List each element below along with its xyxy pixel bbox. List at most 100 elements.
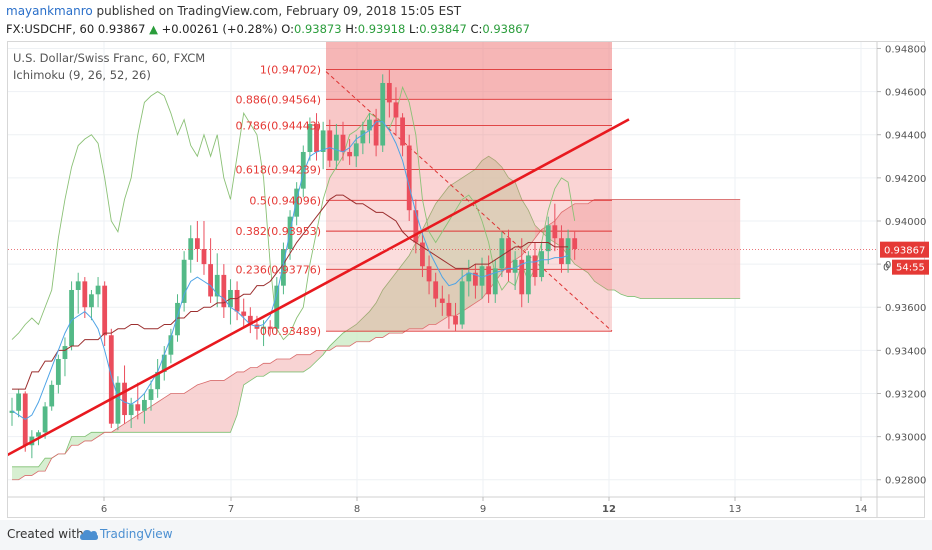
candle-body <box>380 82 386 146</box>
candle-body <box>506 238 511 273</box>
candle-body <box>122 382 127 416</box>
open-label: O: <box>281 22 294 36</box>
candle-body <box>201 249 207 265</box>
candle-body <box>314 123 319 152</box>
candle-body <box>353 143 359 157</box>
candle-body <box>333 134 339 161</box>
chart-legend-title[interactable]: U.S. Dollar/Swiss Franc, 60, FXCM <box>13 51 206 65</box>
candle-body <box>367 119 372 131</box>
y-tick-label: 0.94800 <box>885 44 926 55</box>
candle-body <box>267 326 273 329</box>
candle-body <box>519 259 525 295</box>
candle-body <box>261 326 266 329</box>
cloud-bearish <box>534 199 741 299</box>
candle-body <box>439 298 445 303</box>
author-link[interactable]: mayankmanro <box>6 4 93 18</box>
fib-level-label: 0.382(0.93953) <box>235 225 321 238</box>
candle-body <box>75 281 81 290</box>
last-price: 0.93867 <box>97 22 146 36</box>
candle-body <box>221 274 227 308</box>
candle-body <box>486 266 492 295</box>
candle-body <box>373 119 379 146</box>
last-price-badge-label: 0.93867 <box>884 246 925 257</box>
fib-trend-dashed <box>325 71 613 332</box>
ichimoku-lines <box>11 121 569 420</box>
chikou-span <box>11 85 576 341</box>
candle-body <box>142 399 147 411</box>
candle-body <box>108 335 114 424</box>
candle-body <box>161 354 167 372</box>
candle-body <box>16 393 22 411</box>
candle-body <box>214 274 220 297</box>
senkou-span-a <box>12 155 741 468</box>
candle-body <box>433 281 439 299</box>
fib-level-label: 0.236(0.93776) <box>235 263 321 276</box>
candle-body <box>300 151 306 189</box>
published-text: published on TradingView.com, February 0… <box>96 4 462 18</box>
low-label: L: <box>408 22 420 36</box>
x-tick-label: 14 <box>855 504 868 515</box>
candle-body <box>135 404 141 411</box>
candle-body <box>241 311 247 316</box>
candle-body <box>347 151 353 157</box>
fib-level-label: 0.786(0.94443) <box>235 119 321 132</box>
candle-body <box>360 130 366 144</box>
fib-level-label: 0(0.93489) <box>260 325 321 338</box>
candle-body <box>128 404 134 416</box>
candle-body <box>512 259 518 273</box>
change-up-icon: ▲ <box>149 22 158 36</box>
fib-band-top <box>326 42 612 70</box>
open-value: 0.93873 <box>293 22 342 36</box>
trend-line <box>8 118 630 457</box>
fib-level-label: 0.886(0.94564) <box>235 93 321 106</box>
x-tick-label: 8 <box>354 504 360 515</box>
candle-body <box>234 289 240 312</box>
candle-body <box>49 384 55 407</box>
candle-body <box>413 210 419 243</box>
candle-body <box>545 225 551 252</box>
candle-body <box>420 242 425 267</box>
symbol-header: FX:USDCHF, 60 0.93867 ▲ +0.00261 (+0.28%… <box>6 22 530 36</box>
candle-body <box>281 249 286 286</box>
cloud-bearish <box>111 346 330 433</box>
candle-body <box>274 285 280 329</box>
candle-body <box>9 410 15 413</box>
plot-area <box>8 42 877 497</box>
candle-body <box>208 264 213 297</box>
candle-body <box>525 255 531 295</box>
fib-level-label: 1(0.94702) <box>260 64 321 77</box>
publish-header: mayankmanro published on TradingView.com… <box>6 4 461 18</box>
footer-bar: Created with TradingView <box>0 520 932 550</box>
fib-band <box>326 69 612 100</box>
candle-body <box>188 238 194 260</box>
ichimoku-cloud <box>12 155 741 481</box>
candle-body <box>446 302 452 316</box>
tradingview-brand[interactable]: TradingView <box>100 527 173 541</box>
candle-body <box>95 285 101 295</box>
countdown-badge <box>892 259 929 275</box>
x-tick-label: 9 <box>480 504 486 515</box>
candle-body <box>572 238 578 250</box>
x-tick-label: 7 <box>228 504 234 515</box>
x-tick-label: 13 <box>729 504 742 515</box>
tradingview-cloud-icon[interactable] <box>80 528 98 541</box>
high-label: H: <box>345 22 358 36</box>
candle-body <box>499 238 505 269</box>
candle-body <box>194 238 200 250</box>
price-axis-fragment: 0 <box>883 263 889 274</box>
candle-body <box>340 134 346 152</box>
candle-body <box>539 251 544 278</box>
price-chart[interactable]: 1(0.94702) 0.886(0.94564) 0.786(0.94443) 0.… <box>0 0 932 520</box>
candle-body <box>459 281 465 325</box>
candle-body <box>320 130 326 152</box>
chart-legend-indicator[interactable]: Ichimoku (9, 26, 52, 26) <box>13 68 151 82</box>
chikou-group <box>11 85 576 341</box>
candle-body <box>181 259 187 303</box>
candle-body <box>148 389 154 400</box>
x-tick-label: 6 <box>101 504 107 515</box>
x-tick-label: 12 <box>602 504 616 515</box>
close-label: C: <box>470 22 483 36</box>
candle-body <box>400 117 405 146</box>
countdown-badge-label: 54:55 <box>896 263 925 274</box>
candle-body <box>55 358 61 385</box>
